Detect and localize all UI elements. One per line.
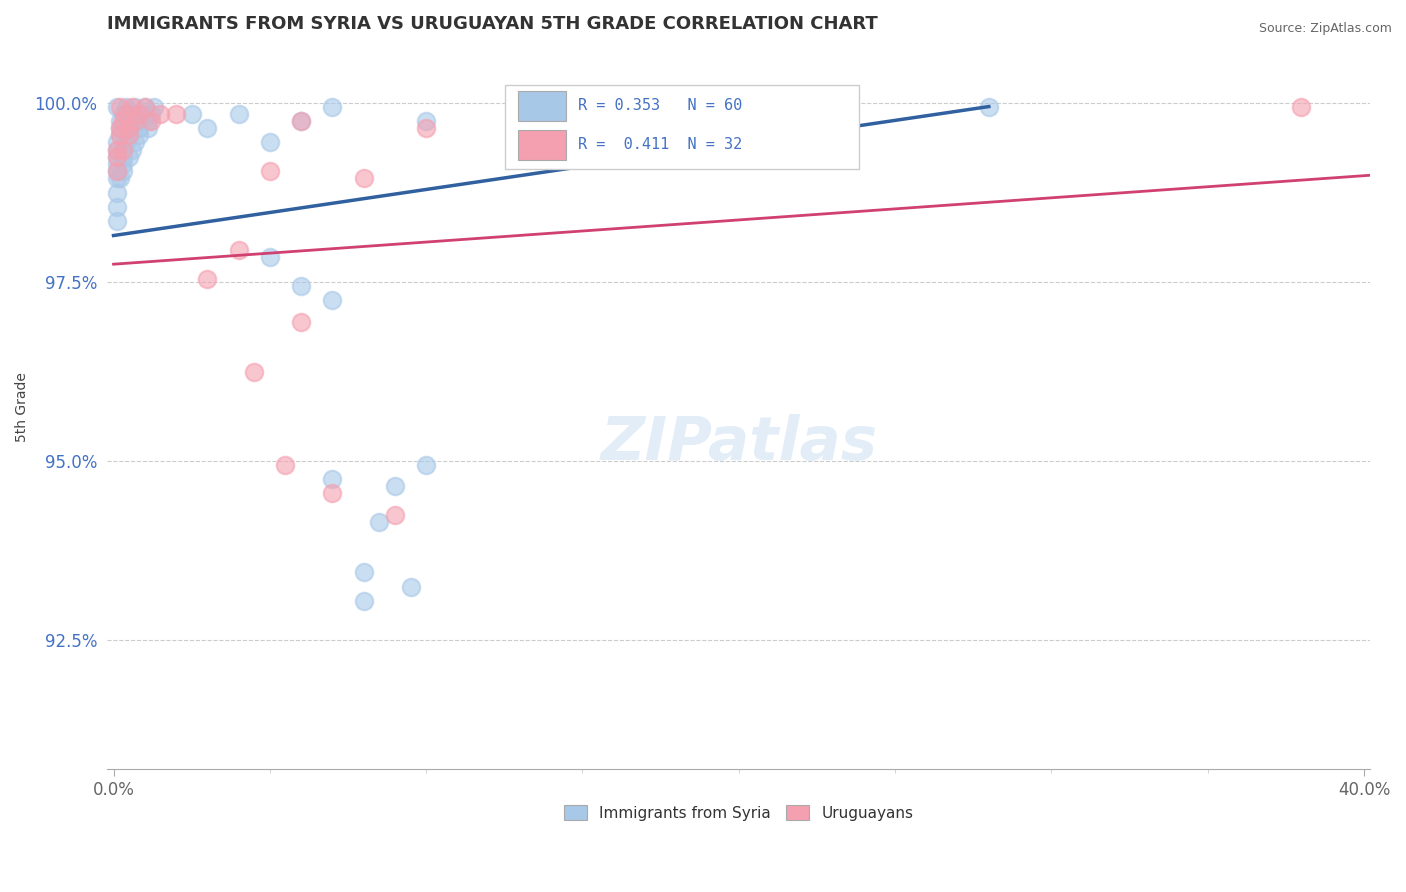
- Point: [108, 128, 131, 143]
- Point: [415, 121, 437, 136]
- Point: [128, 121, 150, 136]
- Point: [124, 136, 146, 150]
- Point: [243, 365, 266, 379]
- Point: [259, 164, 281, 178]
- Point: [228, 243, 250, 257]
- Point: [118, 128, 141, 143]
- Text: R = 0.353   N = 60: R = 0.353 N = 60: [578, 98, 742, 113]
- Point: [290, 278, 312, 293]
- Point: [105, 200, 128, 214]
- Text: R =  0.411  N = 32: R = 0.411 N = 32: [578, 137, 742, 153]
- Point: [509, 114, 531, 128]
- Point: [105, 99, 128, 113]
- Point: [108, 128, 131, 143]
- Point: [353, 566, 375, 580]
- Point: [571, 114, 593, 128]
- Point: [105, 214, 128, 228]
- Point: [165, 107, 187, 121]
- Point: [259, 250, 281, 264]
- Point: [105, 164, 128, 178]
- Point: [128, 128, 150, 143]
- Point: [143, 99, 166, 113]
- Point: [139, 107, 162, 121]
- FancyBboxPatch shape: [517, 129, 565, 160]
- Point: [399, 580, 422, 594]
- Point: [118, 121, 141, 136]
- Point: [136, 121, 159, 136]
- Point: [321, 486, 343, 500]
- Point: [105, 136, 128, 150]
- Legend: Immigrants from Syria, Uruguayans: Immigrants from Syria, Uruguayans: [558, 798, 920, 827]
- Point: [111, 150, 134, 164]
- Point: [195, 121, 218, 136]
- Point: [111, 143, 134, 157]
- Point: [228, 107, 250, 121]
- Point: [136, 114, 159, 128]
- Point: [290, 114, 312, 128]
- Point: [121, 143, 143, 157]
- Point: [124, 99, 146, 113]
- Point: [105, 143, 128, 157]
- Point: [134, 99, 156, 113]
- Point: [384, 479, 406, 493]
- Point: [134, 99, 156, 113]
- Point: [128, 114, 150, 128]
- Point: [195, 271, 218, 285]
- Point: [353, 171, 375, 186]
- Point: [105, 186, 128, 200]
- Point: [384, 508, 406, 522]
- Point: [115, 107, 138, 121]
- Point: [321, 472, 343, 486]
- Text: ZIPatlas: ZIPatlas: [600, 414, 877, 473]
- Point: [108, 99, 131, 113]
- Point: [108, 171, 131, 186]
- Point: [108, 121, 131, 136]
- FancyBboxPatch shape: [517, 90, 565, 121]
- Point: [115, 136, 138, 150]
- Point: [368, 515, 391, 529]
- Point: [111, 143, 134, 157]
- Point: [111, 157, 134, 171]
- Y-axis label: 5th Grade: 5th Grade: [15, 373, 30, 442]
- Point: [105, 171, 128, 186]
- Point: [128, 107, 150, 121]
- Point: [121, 107, 143, 121]
- Point: [121, 99, 143, 113]
- Point: [118, 128, 141, 143]
- Text: Source: ZipAtlas.com: Source: ZipAtlas.com: [1258, 22, 1392, 36]
- Text: IMMIGRANTS FROM SYRIA VS URUGUAYAN 5TH GRADE CORRELATION CHART: IMMIGRANTS FROM SYRIA VS URUGUAYAN 5TH G…: [107, 15, 877, 33]
- Point: [111, 114, 134, 128]
- Point: [111, 107, 134, 121]
- Point: [108, 121, 131, 136]
- Point: [259, 136, 281, 150]
- Point: [115, 99, 138, 113]
- Point: [139, 114, 162, 128]
- Point: [105, 157, 128, 171]
- Point: [105, 164, 128, 178]
- Point: [111, 164, 134, 178]
- Point: [353, 594, 375, 608]
- Point: [290, 114, 312, 128]
- Point: [118, 114, 141, 128]
- Point: [180, 107, 202, 121]
- Point: [124, 114, 146, 128]
- Point: [118, 121, 141, 136]
- Point: [131, 107, 153, 121]
- Point: [977, 99, 1000, 113]
- Point: [149, 107, 172, 121]
- Point: [290, 314, 312, 328]
- Point: [118, 150, 141, 164]
- Point: [105, 150, 128, 164]
- Point: [321, 293, 343, 307]
- Point: [105, 143, 128, 157]
- Point: [274, 458, 297, 472]
- Point: [108, 114, 131, 128]
- Point: [415, 458, 437, 472]
- Point: [1291, 99, 1313, 113]
- Point: [415, 114, 437, 128]
- Point: [540, 128, 562, 143]
- Point: [321, 99, 343, 113]
- Point: [105, 150, 128, 164]
- FancyBboxPatch shape: [505, 86, 859, 169]
